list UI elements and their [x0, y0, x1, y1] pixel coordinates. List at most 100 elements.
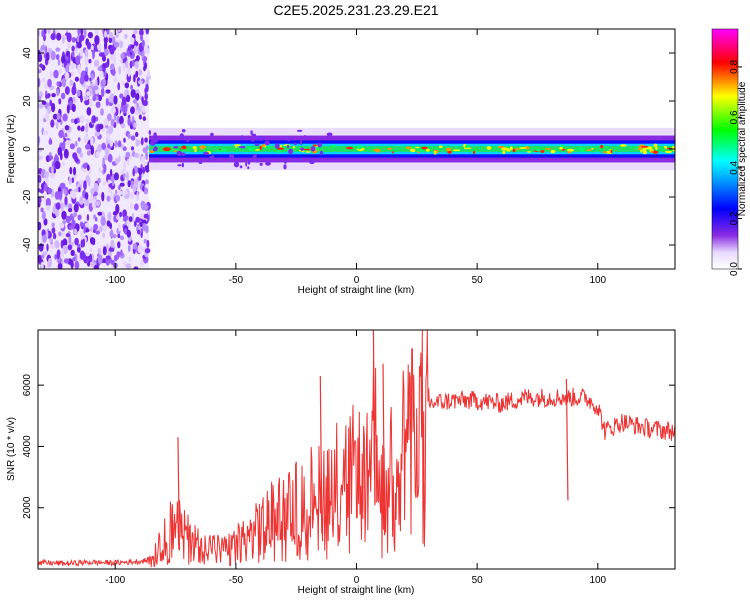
noise-blob — [139, 29, 144, 37]
noise-blob — [117, 241, 121, 249]
band-hotspot — [602, 151, 608, 154]
band-spur — [319, 150, 323, 156]
noise-blob — [83, 29, 87, 38]
band-hotspot — [509, 146, 513, 151]
noise-blob — [138, 80, 143, 85]
band-hotspot — [439, 145, 443, 148]
noise-blob — [120, 235, 124, 241]
noise-blob — [71, 177, 75, 184]
noise-blob — [51, 102, 56, 113]
noise-blob — [44, 177, 49, 184]
noise-blob — [112, 211, 118, 216]
snr-peak — [382, 363, 386, 536]
noise-blob — [69, 79, 74, 87]
band-hotspot — [312, 144, 317, 147]
band-hotspot — [409, 148, 416, 153]
noise-blob — [140, 156, 145, 163]
noise-blob — [125, 60, 129, 69]
noise-blob — [118, 190, 123, 195]
noise-blob — [74, 188, 79, 193]
band-hotspot — [305, 151, 311, 153]
noise-blob — [123, 160, 127, 167]
noise-blob — [90, 137, 94, 147]
noise-blob — [117, 233, 121, 239]
noise-blob — [87, 31, 93, 39]
noise-blob — [92, 95, 96, 102]
band-spur — [177, 164, 182, 167]
noise-blob — [135, 195, 139, 201]
noise-blob — [69, 143, 75, 150]
noise-blob — [117, 82, 120, 91]
noise-blob — [58, 129, 64, 139]
noise-blob — [93, 182, 99, 193]
band-spur — [240, 135, 244, 141]
noise-blob — [98, 167, 102, 174]
noise-blob — [62, 140, 66, 151]
band-hotspot — [280, 144, 283, 148]
noise-blob — [50, 33, 56, 41]
noise-blob — [43, 183, 48, 192]
noise-blob — [60, 201, 64, 212]
noise-blob — [134, 101, 137, 112]
noise-blob — [57, 262, 63, 269]
noise-blob — [141, 219, 147, 224]
band-spur — [251, 139, 255, 143]
band-hotspot — [619, 144, 627, 147]
x-tick-label: -100 — [105, 275, 125, 286]
noise-blob — [42, 234, 47, 243]
spectrogram-panel: -100 -50 0 50 100 -40 -20 0 20 40 Height of stra… — [6, 28, 676, 296]
band-spur — [247, 160, 251, 165]
noise-blob — [104, 48, 109, 56]
band-spur — [198, 160, 203, 164]
band-hotspot — [527, 151, 532, 153]
noise-blob — [77, 29, 80, 36]
noise-blob — [65, 215, 72, 224]
noise-blob — [62, 34, 65, 44]
band-hotspot — [259, 145, 262, 150]
band-spur — [210, 132, 214, 137]
noise-blob — [130, 89, 136, 98]
band-hotspot — [635, 146, 639, 150]
noise-blob — [89, 77, 92, 82]
noise-blob — [143, 213, 149, 219]
noise-blob — [65, 50, 71, 57]
noise-blob — [54, 161, 60, 170]
band-spur — [148, 130, 151, 135]
spectrogram-x-label: Height of straight line (km) — [298, 285, 415, 296]
snr-background — [38, 330, 675, 569]
band-spur — [286, 136, 291, 142]
noise-blob — [113, 114, 117, 122]
x-tick-label: 50 — [472, 575, 484, 586]
noise-blob — [110, 93, 114, 99]
noise-blob — [70, 118, 75, 124]
noise-blob — [133, 45, 137, 54]
band-hotspot — [640, 145, 649, 148]
noise-blob — [79, 221, 84, 228]
noise-blob — [142, 105, 146, 114]
noise-blob — [41, 29, 45, 37]
noise-blob — [135, 61, 139, 69]
noise-blob — [56, 88, 60, 97]
noise-blob — [144, 45, 149, 54]
band-hotspot — [445, 147, 452, 152]
noise-blob — [50, 243, 56, 249]
band-hotspot — [169, 149, 175, 152]
noise-blob — [77, 137, 81, 142]
noise-blob — [55, 47, 61, 52]
noise-blob — [67, 244, 73, 251]
noise-blob — [80, 230, 85, 240]
noise-blob — [108, 183, 113, 188]
noise-blob — [57, 146, 62, 156]
noise-blob — [72, 96, 76, 102]
noise-blob — [56, 81, 60, 87]
noise-blob — [109, 230, 114, 238]
noise-blob — [94, 35, 100, 46]
noise-blob — [89, 237, 95, 245]
noise-blob — [66, 104, 70, 114]
noise-blob — [116, 115, 120, 124]
noise-blob — [144, 179, 149, 185]
noise-blob — [79, 179, 85, 185]
noise-blob — [100, 87, 105, 98]
noise-blob — [110, 106, 116, 115]
noise-blob — [97, 211, 103, 216]
